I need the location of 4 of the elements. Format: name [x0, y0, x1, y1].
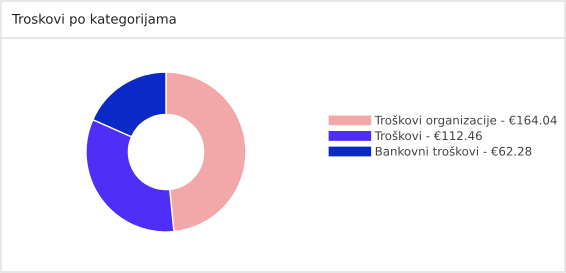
legend-label: Troškovi organizacije - €164.04 [374, 114, 557, 127]
legend-label: Troškovi - €112.46 [374, 130, 482, 140]
legend-label: Bankovni troškovi - €62.28 [376, 146, 532, 156]
chart-title: Troskovi po kategorijama [12, 14, 176, 26]
